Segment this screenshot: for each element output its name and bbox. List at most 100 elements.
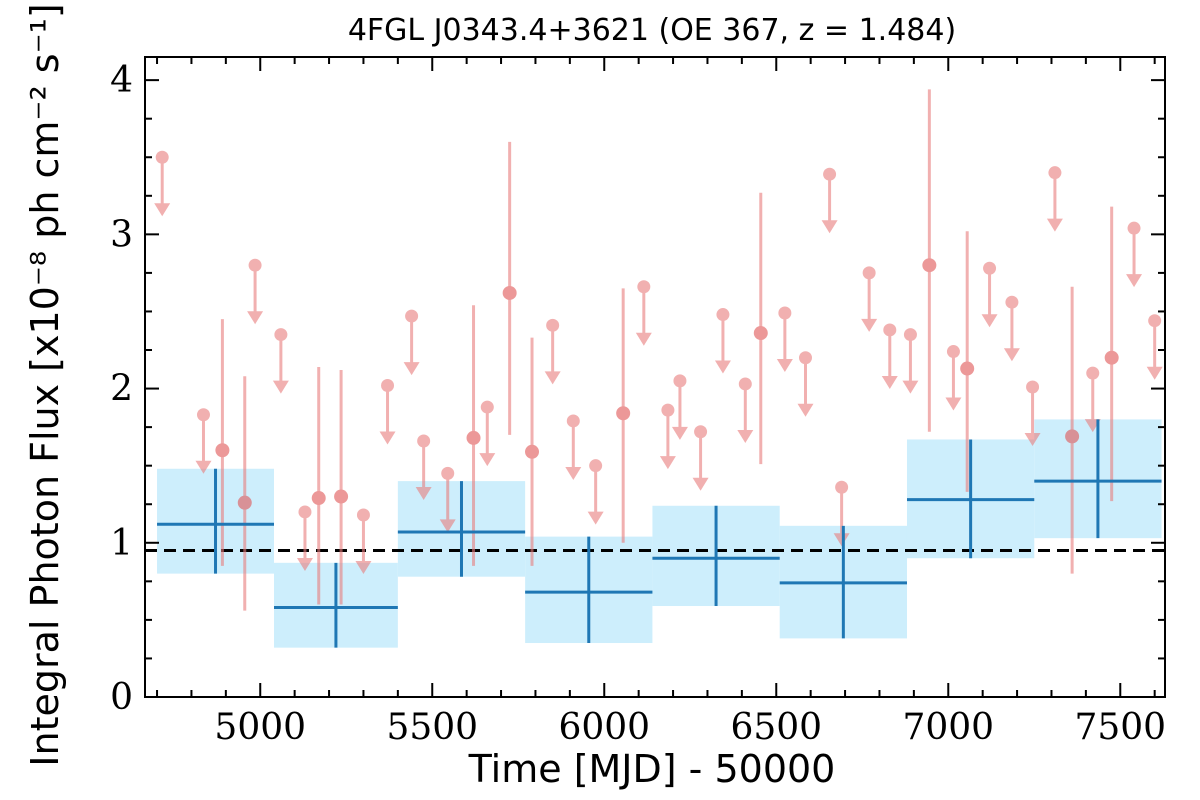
upper-limit-arrow [671,426,688,440]
upper-limit-13 [587,459,604,525]
upper-limit-arrow [659,456,676,470]
upper-limit-marker [637,280,651,294]
upper-limit-17 [692,425,709,491]
x-tick-label: 7500 [1074,707,1166,748]
upper-limit-marker [799,351,813,365]
upper-limit-15 [659,403,676,470]
detection-marker [215,443,230,458]
upper-limit-arrow [296,557,313,571]
upper-limit-33 [1126,221,1143,288]
bin-point-1 [274,562,398,648]
upper-limit-arrow [355,561,372,575]
detection-marker [502,285,517,300]
bin-point-3 [525,536,653,644]
upper-limit-8 [415,434,432,500]
upper-limit-22 [821,167,838,234]
y-tick-label: 4 [110,60,133,101]
bin-point-5 [779,525,907,639]
detection-marker [1104,350,1119,365]
upper-limit-marker [694,425,708,439]
upper-limit-arrow [565,466,582,480]
y-tick-label: 0 [110,677,133,718]
upper-limit-arrow [1046,218,1063,232]
upper-limit-arrow [247,311,264,325]
upper-limit-marker [716,308,730,322]
upper-limit-marker [248,258,262,272]
bin-point-6 [906,439,1035,559]
upper-limit-arrow [479,453,496,467]
x-tick-label: 6500 [730,707,822,748]
upper-limit-23 [833,480,850,547]
upper-limit-4 [296,505,313,571]
detection-marker [960,361,975,376]
upper-limit-12 [565,414,582,480]
upper-limit-arrow [439,519,456,533]
detection-point-10 [960,231,975,492]
detection-point-3 [334,370,349,605]
upper-limit-31 [1046,166,1063,232]
detection-point-2 [311,366,326,605]
detection-marker [616,406,631,421]
upper-limit-arrow [415,487,432,500]
upper-limit-marker [1086,366,1100,380]
upper-limit-arrow [544,371,561,385]
detection-marker [237,495,252,510]
upper-limit-marker [778,306,792,320]
x-tick-label: 6000 [558,707,650,748]
detection-point-5 [502,141,517,435]
upper-limit-marker [196,408,210,422]
y-tick-label: 2 [110,369,133,410]
upper-limit-34 [1146,314,1163,380]
upper-limit-marker [883,323,897,337]
detection-marker [334,489,349,504]
upper-limit-arrow [379,431,396,445]
x-axis-label: Time [MJD] - 50000 [468,747,836,791]
upper-limit-21 [797,351,814,417]
upper-limit-marker [1048,166,1062,180]
detection-point-7 [616,288,631,543]
bin-point-0 [157,468,275,574]
y-axis-label: Integral Photon Flux [x10⁻⁸ ph cm⁻² s⁻¹] [23,3,67,766]
upper-limit-marker [155,150,169,164]
upper-limit-arrow [154,203,171,217]
upper-limit-2 [247,258,264,325]
detection-point-12 [1104,206,1119,502]
detection-marker [1065,429,1080,444]
bin-point-2 [397,481,526,577]
upper-limit-arrow [737,429,754,443]
upper-limit-7 [403,309,420,376]
upper-limit-marker [381,378,395,392]
detection-point-1 [237,376,252,611]
y-tick-label: 1 [110,523,133,564]
upper-limit-marker [417,434,431,448]
upper-limit-arrow [797,403,814,417]
upper-limit-6 [379,378,396,445]
upper-limit-30 [1024,380,1041,447]
upper-limit-arrow [1146,366,1163,380]
upper-limit-arrow [881,375,898,389]
upper-limit-marker [546,318,560,332]
detection-marker [466,430,481,445]
chart-title: 4FGL J0343.4+3621 (OE 367, z = 1.484) [348,13,956,48]
upper-limit-0 [154,150,171,217]
upper-limit-marker [480,400,494,414]
bin-point-7 [1034,419,1162,539]
detection-point-9 [922,89,937,432]
upper-limit-marker [661,403,675,417]
upper-limit-24 [861,266,878,332]
upper-limit-marker [946,345,960,359]
upper-limit-arrow [272,380,289,394]
detection-point-11 [1065,286,1080,574]
upper-limit-marker [673,374,687,388]
plot-area: 5000 5500 6000 6500 7000 7500 0 1 2 3 4 [110,56,1166,748]
x-tick-label: 7000 [902,707,994,748]
upper-limit-29 [1003,295,1020,362]
plot-frame [144,56,1166,698]
upper-limit-arrow [861,318,878,332]
upper-limit-arrow [1003,348,1020,362]
upper-limit-marker [405,309,419,323]
upper-limit-arrow [195,460,212,474]
upper-limit-1 [195,408,212,474]
